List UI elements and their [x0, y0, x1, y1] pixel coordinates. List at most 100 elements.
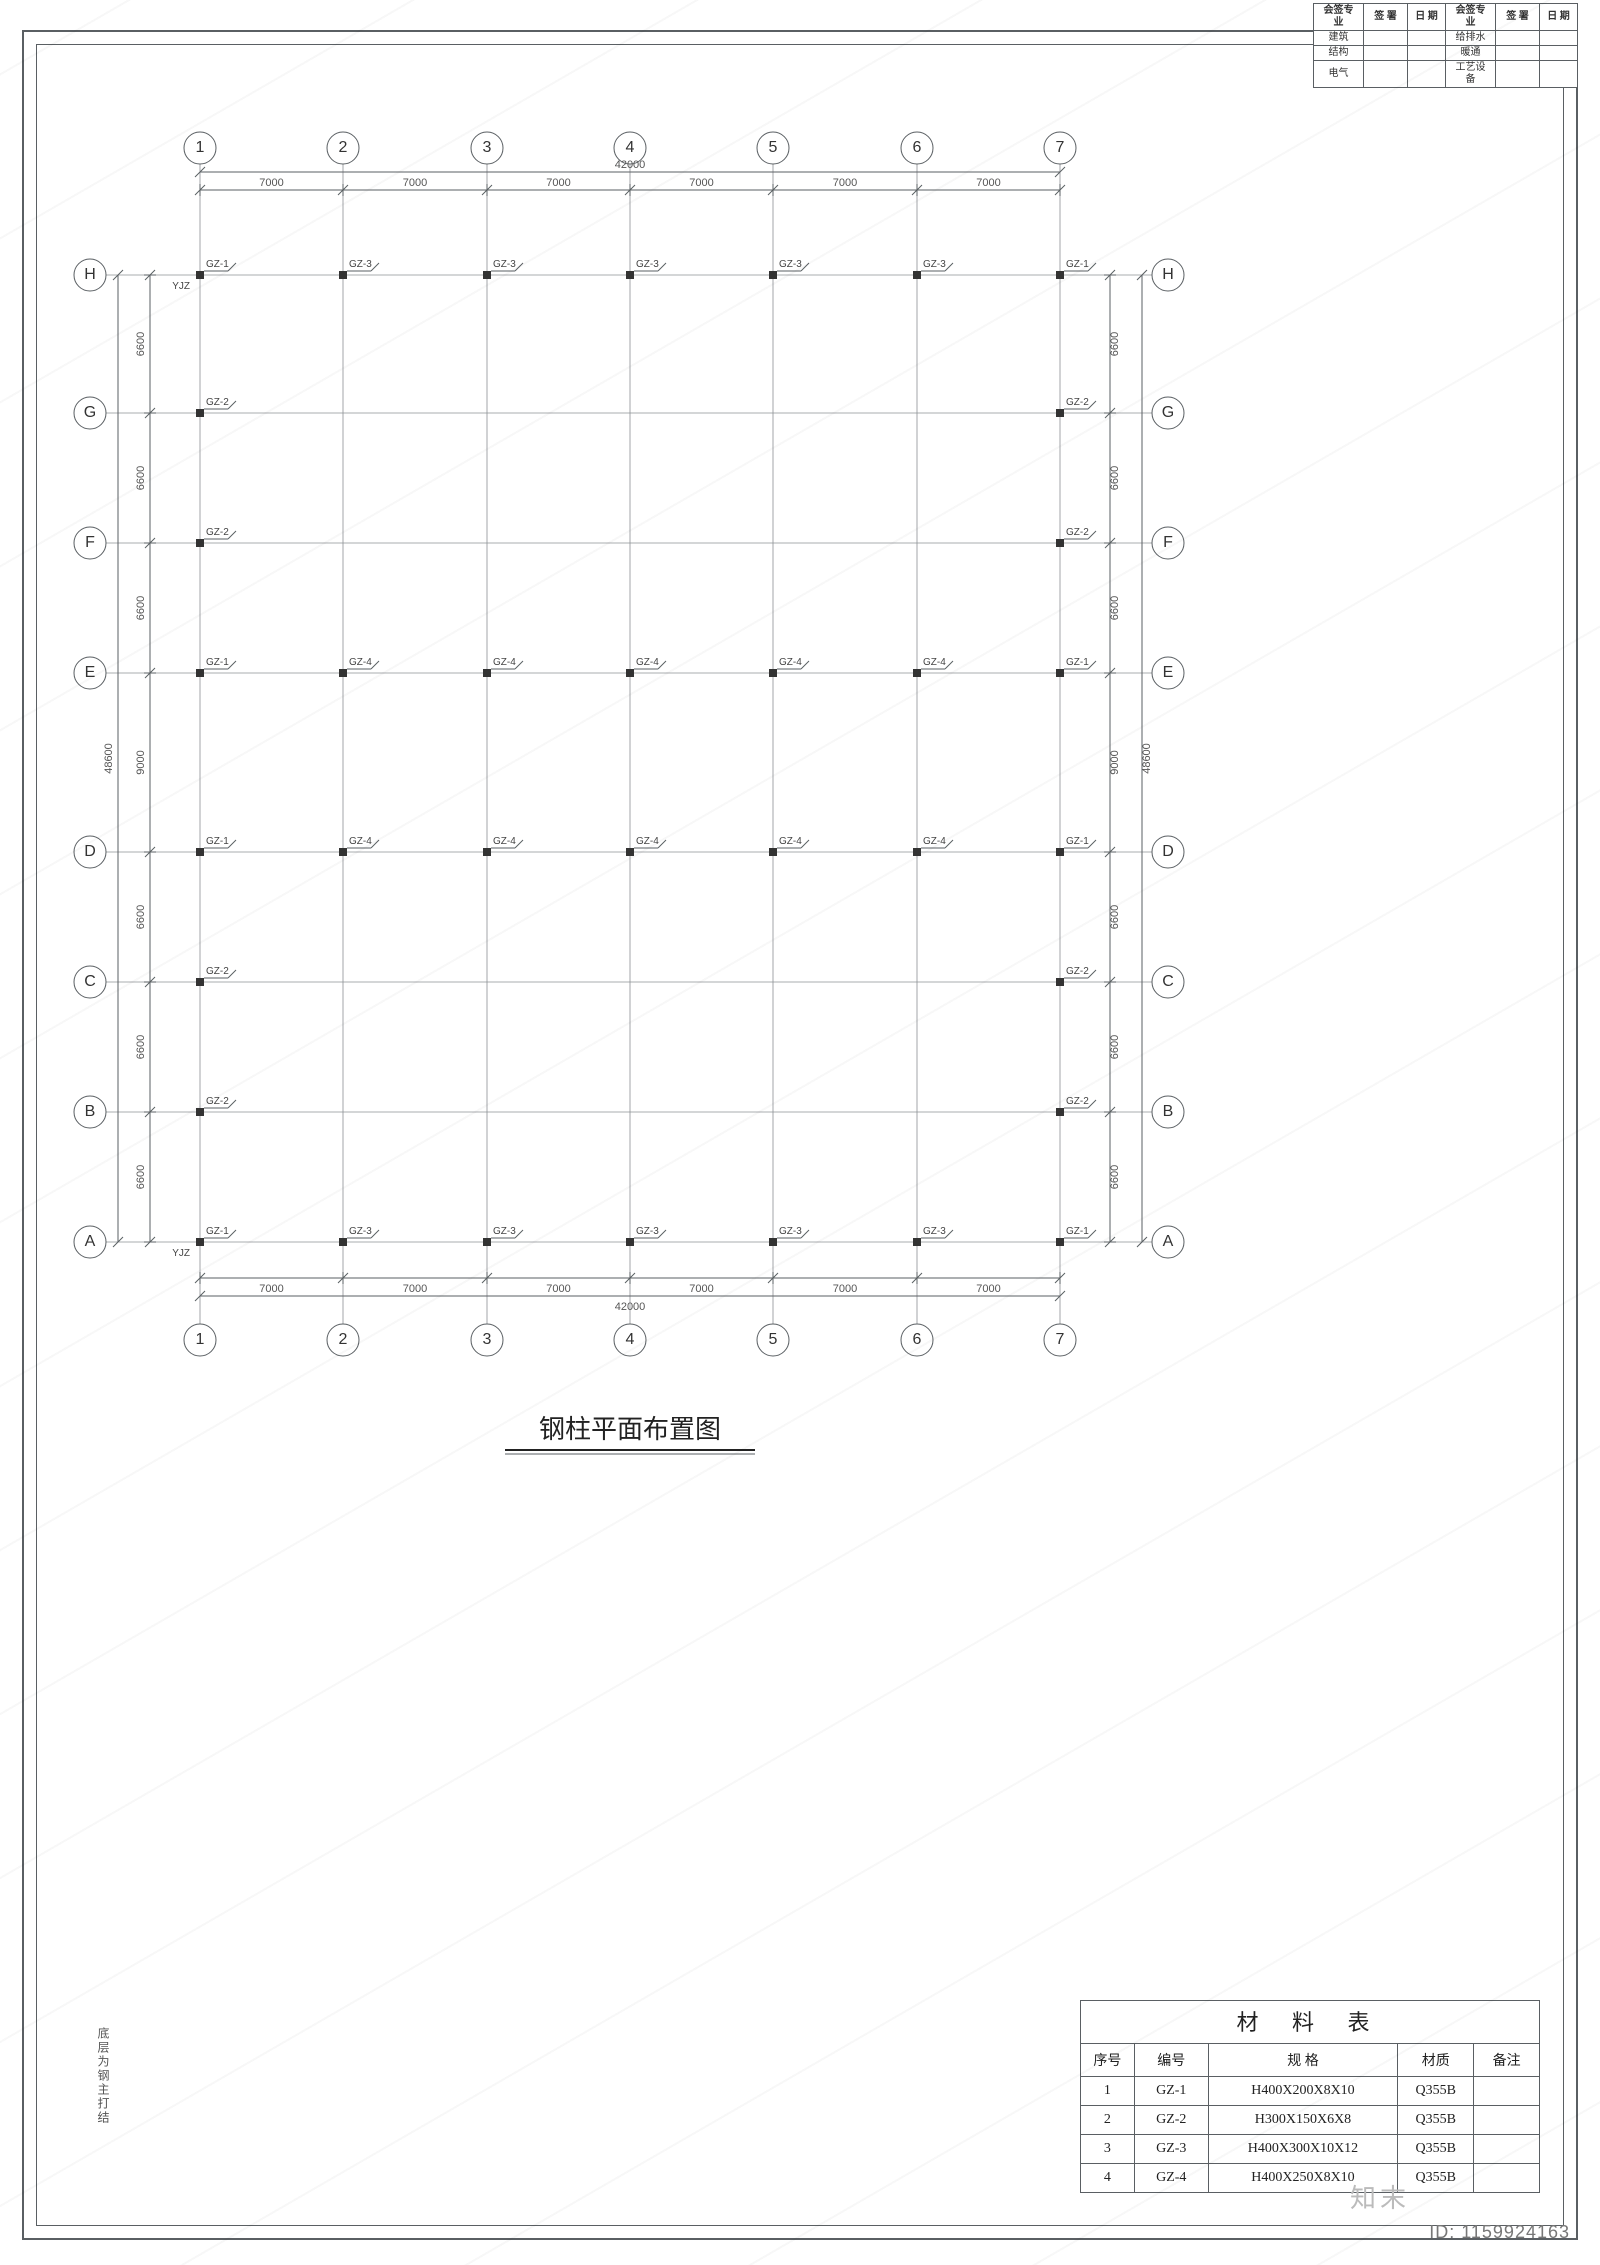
dim-value: 7000 — [546, 177, 570, 189]
material-row: 1GZ-1H400X200X8X10Q355B — [1081, 2077, 1540, 2106]
material-row: 3GZ-3H400X300X10X12Q355B — [1081, 2135, 1540, 2164]
material-cell: H400X200X8X10 — [1208, 2077, 1398, 2106]
grid-label: B — [85, 1103, 96, 1120]
grid-label: E — [1163, 664, 1174, 681]
dim-value: 6600 — [1109, 1165, 1121, 1189]
column-marker — [339, 848, 347, 856]
column-label: GZ-2 — [206, 397, 229, 408]
dim-value: 6600 — [1109, 1035, 1121, 1059]
column-marker — [483, 1238, 491, 1246]
column-marker — [769, 271, 777, 279]
column-marker — [769, 1238, 777, 1246]
column-marker — [483, 848, 491, 856]
material-table: 材 料 表 序号编号规 格材质备注 1GZ-1H400X200X8X10Q355… — [1080, 2000, 1540, 2193]
column-marker — [913, 669, 921, 677]
material-col: 规 格 — [1208, 2044, 1398, 2077]
column-label: GZ-3 — [636, 1226, 659, 1237]
grid-label: D — [84, 843, 96, 860]
grid-label: 5 — [769, 1331, 778, 1348]
dim-value: 7000 — [403, 1283, 427, 1295]
grid-label: C — [1162, 973, 1174, 990]
dim-value: 7000 — [833, 1283, 857, 1295]
footer-id: ID: 1159924163 — [1429, 2222, 1570, 2243]
column-label: GZ-3 — [636, 259, 659, 270]
column-marker — [913, 848, 921, 856]
material-cell: 3 — [1081, 2135, 1135, 2164]
material-cell: 1 — [1081, 2077, 1135, 2106]
dim-value: 7000 — [833, 177, 857, 189]
grid-label: A — [1163, 1233, 1174, 1250]
column-marker — [483, 271, 491, 279]
column-label: GZ-1 — [206, 259, 229, 270]
dim-value: 7000 — [689, 177, 713, 189]
dim-value: 9000 — [135, 750, 147, 774]
grid-label: D — [1162, 843, 1174, 860]
dim-value: 6600 — [1109, 332, 1121, 356]
material-cell: H300X150X6X8 — [1208, 2106, 1398, 2135]
grid-label: 7 — [1056, 1331, 1065, 1348]
grid-label: 7 — [1056, 139, 1065, 156]
dim-value: 6600 — [135, 905, 147, 929]
column-label: GZ-3 — [349, 1226, 372, 1237]
column-label: GZ-4 — [493, 836, 516, 847]
column-label: GZ-2 — [206, 1096, 229, 1107]
dim-value: 7000 — [689, 1283, 713, 1295]
column-label: GZ-3 — [923, 1226, 946, 1237]
grid-label: A — [85, 1233, 96, 1250]
column-label: GZ-1 — [1066, 657, 1089, 668]
dim-value: 6600 — [135, 1035, 147, 1059]
grid-label: 2 — [339, 139, 348, 156]
material-cell: GZ-4 — [1134, 2164, 1208, 2193]
grid-label: 1 — [196, 139, 205, 156]
column-label: GZ-4 — [923, 657, 946, 668]
material-cell: Q355B — [1398, 2077, 1474, 2106]
column-label: GZ-1 — [1066, 836, 1089, 847]
material-col: 编号 — [1134, 2044, 1208, 2077]
material-col: 序号 — [1081, 2044, 1135, 2077]
dim-value: 7000 — [976, 1283, 1000, 1295]
column-label: GZ-1 — [206, 657, 229, 668]
material-cell: GZ-1 — [1134, 2077, 1208, 2106]
material-cell — [1474, 2077, 1540, 2106]
column-label: GZ-4 — [636, 657, 659, 668]
material-cell: Q355B — [1398, 2106, 1474, 2135]
column-marker — [1056, 1108, 1064, 1116]
column-marker — [769, 669, 777, 677]
dim-value: 6600 — [1109, 596, 1121, 620]
column-marker — [196, 1108, 204, 1116]
column-marker — [1056, 978, 1064, 986]
material-cell: Q355B — [1398, 2135, 1474, 2164]
dim-total: 48600 — [103, 743, 115, 774]
column-label: GZ-4 — [923, 836, 946, 847]
material-cell: GZ-2 — [1134, 2106, 1208, 2135]
column-label: GZ-4 — [493, 657, 516, 668]
dim-value: 7000 — [546, 1283, 570, 1295]
column-marker — [626, 669, 634, 677]
column-marker — [913, 271, 921, 279]
material-col: 备注 — [1474, 2044, 1540, 2077]
material-cell — [1474, 2164, 1540, 2193]
column-label: GZ-4 — [349, 836, 372, 847]
material-cell — [1474, 2106, 1540, 2135]
column-label: GZ-1 — [1066, 1226, 1089, 1237]
column-label: GZ-1 — [206, 836, 229, 847]
grid-label: H — [84, 266, 96, 283]
plan-drawing-canvas: 11223344556677HHGGFFEEDDCCBBAA7000700070… — [0, 0, 1600, 2265]
footer-brand: 知末 — [1350, 2178, 1410, 2215]
dim-value: 9000 — [1109, 750, 1121, 774]
column-marker — [483, 669, 491, 677]
column-label: GZ-4 — [779, 657, 802, 668]
column-label: GZ-2 — [1066, 527, 1089, 538]
column-marker — [769, 848, 777, 856]
material-col: 材质 — [1398, 2044, 1474, 2077]
column-marker — [196, 848, 204, 856]
grid-label: 5 — [769, 139, 778, 156]
column-label: GZ-1 — [206, 1226, 229, 1237]
column-label: GZ-2 — [1066, 1096, 1089, 1107]
column-label: GZ-3 — [779, 1226, 802, 1237]
column-label: GZ-3 — [349, 259, 372, 270]
grid-label: 3 — [483, 1331, 492, 1348]
material-table-title: 材 料 表 — [1080, 2000, 1540, 2043]
column-marker — [1056, 539, 1064, 547]
dim-value: 7000 — [259, 177, 283, 189]
